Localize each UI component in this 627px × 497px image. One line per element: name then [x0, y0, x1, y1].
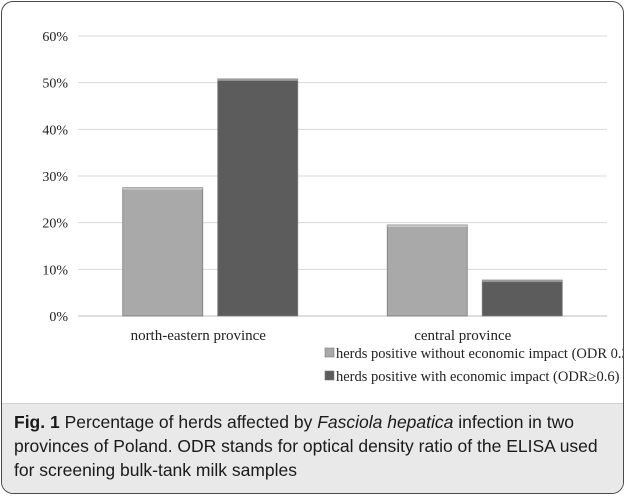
caption-text-end: infection in two provinces of Poland. OD… [14, 412, 598, 480]
y-tick-label: 50% [42, 77, 68, 92]
y-tick-label: 10% [42, 263, 68, 278]
bar [122, 187, 204, 317]
caption-label: Fig. 1 [14, 412, 60, 432]
bar-highlight [482, 280, 563, 283]
caption-species-name: Fasciola hepatica [317, 412, 454, 432]
y-tick-label: 40% [42, 123, 68, 138]
bar [217, 78, 299, 317]
legend-swatch [324, 347, 335, 358]
y-tick-label: 30% [42, 170, 68, 185]
bar [481, 279, 563, 317]
y-tick-label: 0% [49, 310, 68, 325]
legend-label: herds positive without economic impact (… [336, 346, 624, 362]
legend-label: herds positive with economic impact (ODR… [336, 369, 620, 385]
caption-text-start: Percentage of herds affected by [59, 412, 318, 432]
figure-caption: Fig. 1 Percentage of herds affected by F… [2, 403, 623, 493]
bar [386, 224, 468, 317]
x-category-label: north-eastern province [131, 328, 267, 344]
bar-chart: 0% 10% 20% 30% 40% 50% 60% north-eastern provin… [42, 30, 624, 385]
legend-swatch [324, 370, 335, 381]
bar-highlight [387, 225, 468, 227]
y-tick-label: 20% [42, 217, 68, 232]
bar-highlight [122, 187, 203, 190]
x-category-label: central province [414, 328, 511, 344]
bar-highlight [217, 78, 298, 81]
y-tick-label: 60% [42, 30, 68, 45]
